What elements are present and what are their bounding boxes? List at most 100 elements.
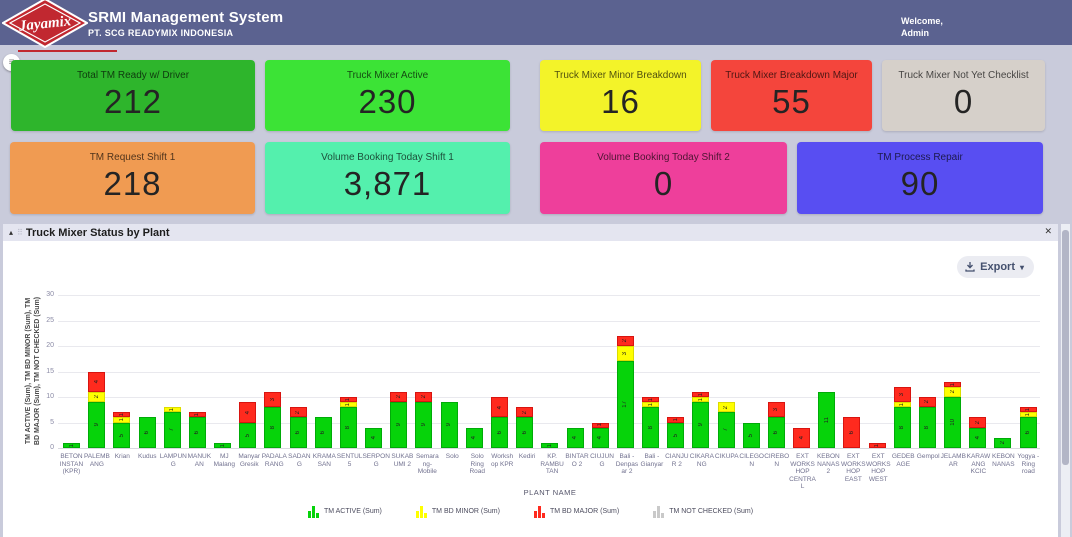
bar-segment-tm-bd-minor-sum: 1 — [113, 417, 131, 423]
bar-palembang[interactable]: 9 2 4 — [84, 295, 109, 448]
panel-header: ▴ ⠿ Truck Mixer Status by Plant ✕ — [3, 224, 1058, 241]
bar-segment-value: 6 — [144, 431, 151, 435]
bar-segment-value: 1 — [949, 382, 956, 386]
bar-segment-tm-active-sum: 9 — [440, 402, 458, 448]
bar-segment-tm-active-sum: 7 — [717, 412, 735, 448]
x-axis-label-kudus: Kudus — [138, 453, 157, 460]
bar-kp-rambutan[interactable]: 1 — [537, 295, 562, 448]
bar-segment-tm-active-sum: 8 — [893, 407, 911, 448]
x-axis-label-cikarang: CIKARA NG — [689, 453, 714, 468]
bar-segment-tm-bd-major-sum: 4 — [88, 371, 106, 392]
bar-gedebage[interactable]: 8 1 3 — [890, 295, 915, 448]
bar-segment-tm-active-sum: 9 — [88, 402, 106, 448]
welcome-text: Welcome, Admin — [901, 16, 943, 38]
bar-bali-denpasar-2[interactable]: 17 3 2 — [613, 295, 638, 448]
bar-bintaro-2[interactable]: 4 — [562, 295, 587, 448]
bar-segment-value: 6 — [521, 431, 528, 435]
bar-solo-ring-road[interactable]: 4 — [462, 295, 487, 448]
bar-segment-tm-active-sum: 10 — [944, 397, 962, 448]
gridline — [58, 371, 1040, 373]
bar-stack: 1 — [63, 442, 81, 448]
app-header: Jayamix SRMI Management System PT. SCG R… — [0, 0, 1072, 49]
bar-segment-tm-bd-major-sum: 1 — [339, 397, 357, 403]
bar-segment-tm-bd-major-sum: 1 — [1019, 407, 1037, 413]
bar-jelambar[interactable]: 10 2 1 — [940, 295, 965, 448]
legend-item-tm-bd-minor-sum[interactable]: TM BD MINOR (Sum) — [415, 505, 500, 518]
export-button[interactable]: Export ▾ — [957, 256, 1034, 278]
bar-segment-value: 3 — [899, 392, 906, 397]
bar-mj-malang[interactable]: 1 — [210, 295, 235, 448]
panel-title: Truck Mixer Status by Plant — [25, 226, 170, 239]
bar-segment-value: 7 — [723, 428, 730, 432]
x-axis-label-ext-workshop-east: EXT WORKS HOP EAST — [841, 453, 866, 483]
bar-segment-value: 8 — [899, 425, 906, 430]
bar-ext-workshop-central[interactable]: 4 — [789, 295, 814, 448]
bar-segment-tm-bd-major-sum: 1 — [868, 442, 886, 448]
x-axis-label-mj-malang: MJ Malang — [213, 453, 235, 468]
bar-kramasan[interactable]: 6 — [311, 295, 336, 448]
bar-beton-instan-kpr[interactable]: 1 — [59, 295, 84, 448]
bar-segment-tm-bd-minor-sum: 1 — [893, 402, 911, 408]
x-axis-label-lampung: LAMPUN G — [159, 453, 187, 468]
bar-kebon-nanas[interactable]: 2 — [990, 295, 1015, 448]
kpi-card-label: Total TM Ready w/ Driver — [76, 70, 190, 81]
bar-segment-value: 8 — [924, 425, 931, 430]
bar-kebon-nanas-2[interactable]: 11 — [814, 295, 839, 448]
gridline — [58, 422, 1040, 424]
x-axis-label-karawang-kcic: KARAW ANG KCIC — [966, 453, 991, 475]
x-axis-label-krian: Krian — [114, 453, 130, 460]
bar-segment-tm-bd-minor-sum: 1 — [692, 397, 710, 403]
legend-item-tm-not-checked-sum[interactable]: TM NOT CHECKED (Sum) — [653, 505, 753, 518]
bar-segment-tm-active-sum: 1 — [214, 442, 232, 448]
bar-segment-value: 2 — [723, 405, 730, 409]
x-axis-label-semarang-mobile: Semara ng- Mobile — [415, 453, 439, 475]
drag-handle-icon[interactable]: ⠿ — [17, 228, 23, 237]
x-axis-label-solo: Solo — [445, 453, 459, 460]
bar-ext-workshop-west[interactable]: 1 — [865, 295, 890, 448]
close-panel-icon[interactable]: ✕ — [1044, 226, 1052, 236]
bar-segment-value: 17 — [622, 401, 629, 408]
collapse-panel-icon[interactable]: ▴ — [9, 228, 14, 237]
bar-kudus[interactable]: 6 — [135, 295, 160, 448]
vertical-scrollbar-thumb[interactable] — [1062, 230, 1069, 465]
bar-cilegon[interactable]: 5 — [739, 295, 764, 448]
legend-item-tm-active-sum[interactable]: TM ACTIVE (Sum) — [307, 505, 382, 518]
vertical-scrollbar-track[interactable] — [1061, 224, 1070, 537]
legend-item-tm-bd-major-sum[interactable]: TM BD MAJOR (Sum) — [533, 505, 619, 518]
bar-segment-tm-active-sum: 6 — [767, 417, 785, 448]
legend-bars-icon — [653, 505, 665, 518]
bar-segment-tm-bd-major-sum: 4 — [239, 402, 257, 423]
bar-segment-value: 2 — [395, 395, 402, 399]
bar-ext-workshop-east[interactable]: 6 — [839, 295, 864, 448]
bar-segment-tm-bd-minor-sum: 3 — [616, 346, 634, 362]
bar-segment-value: 3 — [269, 397, 276, 402]
bar-segment-tm-active-sum: 5 — [742, 422, 760, 448]
bar-segment-value: 2 — [420, 395, 427, 399]
x-axis-label-beton-instan-kpr: BETON INSTAN (KPR) — [59, 453, 84, 475]
bar-solo[interactable]: 9 — [437, 295, 462, 448]
bar-segment-value: 1 — [697, 397, 704, 402]
bar-serpong[interactable]: 4 — [361, 295, 386, 448]
